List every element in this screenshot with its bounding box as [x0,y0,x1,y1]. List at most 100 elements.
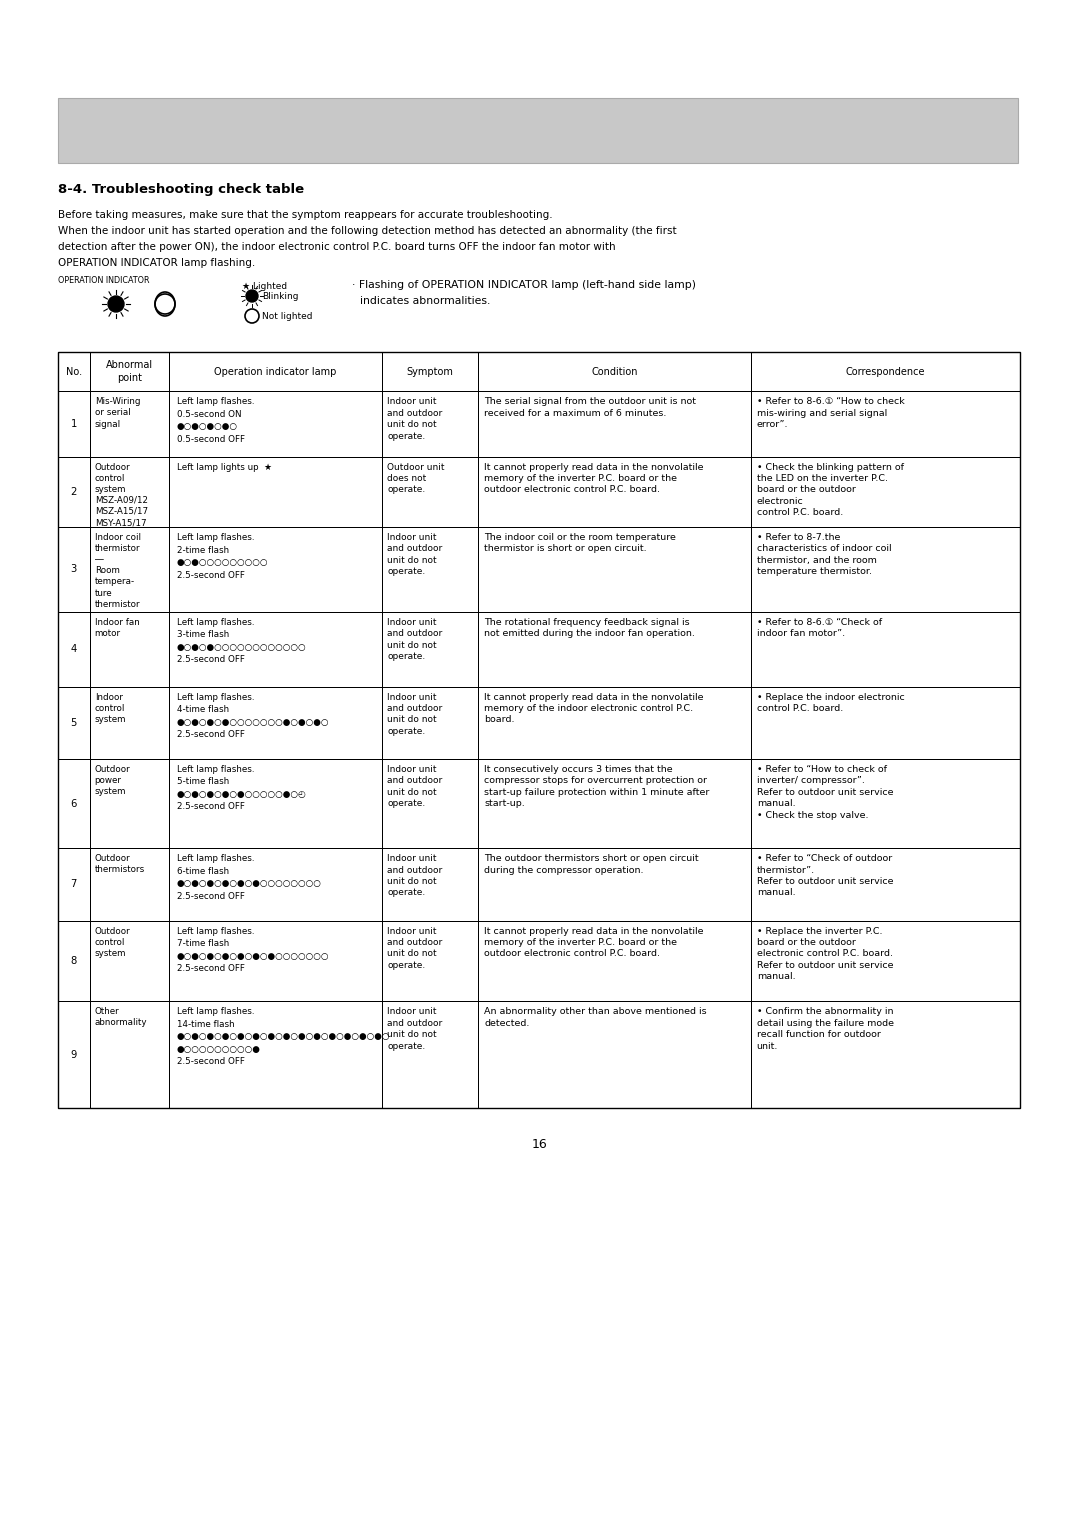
Bar [382,1001,478,1108]
Text: Indoor unit
and outdoor
unit do not
operate.: Indoor unit and outdoor unit do not oper… [388,766,443,808]
Bar [168,612,382,686]
Bar [58,98,1018,162]
Bar [751,392,1020,456]
Text: Left lamp flashes.
6-time flash
●○●○●○●○●○●○○○○○○○○
2.5-second OFF: Left lamp flashes. 6-time flash ●○●○●○●○… [177,854,322,900]
Text: detection after the power ON), the indoor electronic control P.C. board turns OF: detection after the power ON), the indoo… [58,242,616,253]
Bar [382,352,478,392]
Text: 3: 3 [71,565,77,574]
Bar [382,686,478,759]
Bar [382,527,478,612]
Text: • Check the blinking pattern of
the LED on the inverter P.C.
board or the outdoo: • Check the blinking pattern of the LED … [757,462,904,517]
Text: • Replace the inverter P.C.
board or the outdoor
electronic control P.C. board.
: • Replace the inverter P.C. board or the… [757,926,893,981]
Text: Left lamp lights up  ★: Left lamp lights up ★ [177,462,272,472]
Bar [168,920,382,1001]
Bar [751,759,1020,848]
Text: • Replace the indoor electronic
control P.C. board.: • Replace the indoor electronic control … [757,692,904,713]
Text: · Flashing of OPERATION INDICATOR lamp (left-hand side lamp): · Flashing of OPERATION INDICATOR lamp (… [352,280,696,289]
Bar [58,352,1020,1108]
Bar [478,352,751,392]
Bar [58,612,90,686]
Bar [58,1001,90,1108]
Text: Indoor unit
and outdoor
unit do not
operate.: Indoor unit and outdoor unit do not oper… [388,398,443,441]
Text: It consecutively occurs 3 times that the
compressor stops for overcurrent protec: It consecutively occurs 3 times that the… [485,766,710,808]
Bar [58,686,90,759]
Bar [168,848,382,920]
Text: Indoor unit
and outdoor
unit do not
operate.: Indoor unit and outdoor unit do not oper… [388,533,443,576]
Text: 8: 8 [71,955,77,966]
Bar [168,686,382,759]
Text: Indoor
control
system: Indoor control system [95,692,126,724]
Text: 16: 16 [532,1139,548,1151]
Text: The rotational frequency feedback signal is
not emitted during the indoor fan op: The rotational frequency feedback signal… [485,619,696,638]
Bar [168,352,382,392]
Text: Blinking: Blinking [262,292,298,302]
Text: 7: 7 [70,879,77,890]
Text: Indoor unit
and outdoor
unit do not
operate.: Indoor unit and outdoor unit do not oper… [388,854,443,897]
Text: Outdoor unit
does not
operate.: Outdoor unit does not operate. [388,462,445,495]
Text: • Refer to 8-7.the
characteristics of indoor coil
thermistor, and the room
tempe: • Refer to 8-7.the characteristics of in… [757,533,891,576]
Bar [478,527,751,612]
Bar [751,612,1020,686]
Bar [751,686,1020,759]
Text: Outdoor
thermistors: Outdoor thermistors [95,854,145,874]
Text: OPERATION INDICATOR: OPERATION INDICATOR [58,276,149,285]
Text: It cannot properly read data in the nonvolatile
memory of the inverter P.C. boar: It cannot properly read data in the nonv… [485,462,704,495]
Bar [90,456,168,527]
Bar [90,920,168,1001]
Bar [382,456,478,527]
Bar [90,848,168,920]
Bar [382,848,478,920]
Text: It cannot properly read data in the nonvolatile
memory of the indoor electronic : It cannot properly read data in the nonv… [485,692,704,724]
Circle shape [246,289,258,302]
Circle shape [108,295,124,312]
Text: No.: No. [66,367,82,377]
Bar [751,920,1020,1001]
Bar [90,527,168,612]
Bar [478,759,751,848]
Bar [751,1001,1020,1108]
Text: When the indoor unit has started operation and the following detection method ha: When the indoor unit has started operati… [58,227,677,236]
Text: Left lamp flashes.
7-time flash
●○●○●○●○●○●○●○○○○○○○
2.5-second OFF: Left lamp flashes. 7-time flash ●○●○●○●○… [177,926,329,974]
Text: indicates abnormalities.: indicates abnormalities. [360,295,490,306]
Text: Other
abnormality: Other abnormality [95,1007,147,1027]
Text: 2: 2 [70,487,77,496]
Bar [90,686,168,759]
Text: 1: 1 [70,419,77,429]
Text: • Confirm the abnormality in
detail using the failure mode
recall function for o: • Confirm the abnormality in detail usin… [757,1007,893,1050]
Bar [58,920,90,1001]
Text: Not lighted: Not lighted [262,312,312,322]
Bar [382,759,478,848]
Text: Indoor unit
and outdoor
unit do not
operate.: Indoor unit and outdoor unit do not oper… [388,619,443,661]
Text: Outdoor
power
system: Outdoor power system [95,766,131,796]
Bar [58,456,90,527]
Text: Indoor unit
and outdoor
unit do not
operate.: Indoor unit and outdoor unit do not oper… [388,692,443,736]
Text: Outdoor
control
system: Outdoor control system [95,926,131,958]
Text: Indoor unit
and outdoor
unit do not
operate.: Indoor unit and outdoor unit do not oper… [388,926,443,971]
Text: • Refer to 8-6.① “How to check
mis-wiring and serial signal
error”.: • Refer to 8-6.① “How to check mis-wirin… [757,398,904,429]
Text: It cannot properly read data in the nonvolatile
memory of the inverter P.C. boar: It cannot properly read data in the nonv… [485,926,704,958]
Text: Left lamp flashes.
0.5-second ON
●○●○●○●○
0.5-second OFF: Left lamp flashes. 0.5-second ON ●○●○●○●… [177,398,254,444]
Text: Indoor fan
motor: Indoor fan motor [95,619,139,638]
Bar [168,456,382,527]
Text: • Refer to “How to check of
inverter/ compressor”.
Refer to outdoor unit service: • Refer to “How to check of inverter/ co… [757,766,893,819]
Bar [58,759,90,848]
Bar [382,392,478,456]
Bar [168,1001,382,1108]
Text: Left lamp flashes.
14-time flash
●○●○●○●○●○●○●○●○●○●○●○●○●○●○
●○○○○○○○○○●
2.5-se: Left lamp flashes. 14-time flash ●○●○●○●… [177,1007,390,1066]
Bar [168,392,382,456]
Bar [58,392,90,456]
Bar [751,456,1020,527]
Bar [478,1001,751,1108]
Text: An abnormality other than above mentioned is
detected.: An abnormality other than above mentione… [485,1007,707,1027]
Text: ★ Lighted: ★ Lighted [242,282,287,291]
Bar [90,612,168,686]
Bar [58,848,90,920]
Text: Correspondence: Correspondence [846,367,926,377]
Text: OPERATION INDICATOR lamp flashing.: OPERATION INDICATOR lamp flashing. [58,259,255,268]
Text: Left lamp flashes.
2-time flash
●○●○○○○○○○○○
2.5-second OFF: Left lamp flashes. 2-time flash ●○●○○○○○… [177,533,268,580]
Bar [58,352,90,392]
Bar [382,612,478,686]
Text: Mis-Wiring
or serial
signal: Mis-Wiring or serial signal [95,398,140,429]
Text: Condition: Condition [591,367,638,377]
Bar [168,759,382,848]
